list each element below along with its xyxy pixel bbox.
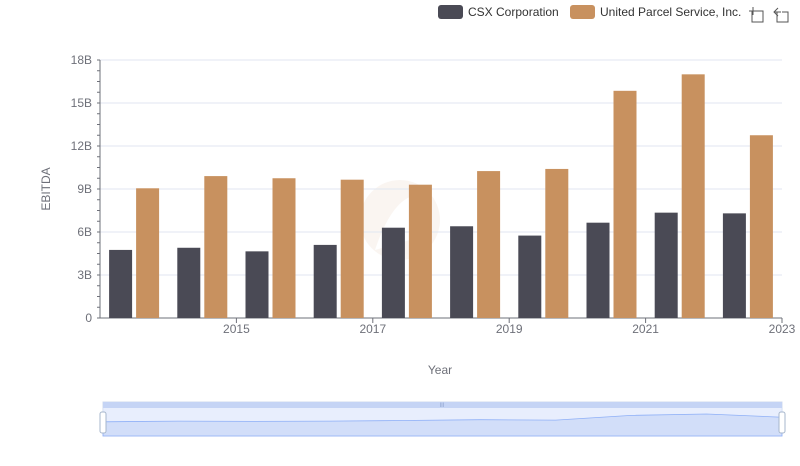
legend-item-csx[interactable]: CSX Corporation <box>438 5 559 19</box>
legend-swatch <box>438 5 463 19</box>
y-axis: 0 3B 6B 9B 12B 15B 18B <box>71 53 101 325</box>
data-zoom-move-handle[interactable] <box>103 402 782 408</box>
bar-csx-2019[interactable] <box>450 226 474 318</box>
bar-ups-2021[interactable] <box>613 90 637 318</box>
bar-csx-2017[interactable] <box>313 244 337 318</box>
legend-swatch <box>570 5 595 19</box>
bar-csx-2014[interactable] <box>109 249 133 318</box>
x-tick-label: 2015 <box>223 322 250 336</box>
legend-item-ups[interactable]: United Parcel Service, Inc. <box>570 5 741 19</box>
x-axis: 2015 2017 2019 2021 2023 <box>100 317 796 336</box>
bar-ups-2023[interactable] <box>749 135 773 318</box>
grid <box>100 59 782 319</box>
svg-text:III: III <box>439 403 444 409</box>
zoom-icon[interactable] <box>748 7 764 23</box>
legend-label: CSX Corporation <box>468 5 559 19</box>
bar-csx-2018[interactable] <box>381 227 405 318</box>
bar-ups-2014[interactable] <box>136 188 160 318</box>
x-tick-label: 2023 <box>769 322 796 336</box>
bar-ups-2019[interactable] <box>477 171 501 318</box>
y-tick-label: 18B <box>71 53 92 67</box>
bar-csx-2016[interactable] <box>245 251 269 318</box>
bar-csx-2021[interactable] <box>586 222 610 318</box>
legend: CSX Corporation United Parcel Service, In… <box>438 5 741 19</box>
bar-ups-2016[interactable] <box>272 178 296 318</box>
restore-icon[interactable] <box>773 7 789 23</box>
legend-label: United Parcel Service, Inc. <box>600 5 741 19</box>
bars <box>109 74 773 318</box>
x-tick-label: 2019 <box>496 322 523 336</box>
y-tick-label: 12B <box>71 139 92 153</box>
y-tick-label: 3B <box>77 268 92 282</box>
bar-ups-2022[interactable] <box>681 74 705 318</box>
y-tick-label: 15B <box>71 96 92 110</box>
y-tick-label: 9B <box>77 182 92 196</box>
bar-csx-2020[interactable] <box>518 235 542 318</box>
y-tick-label: 0 <box>85 311 92 325</box>
data-zoom-slider[interactable]: III <box>99 401 786 437</box>
data-zoom-left-handle[interactable] <box>99 411 107 434</box>
bar-csx-2015[interactable] <box>177 247 201 318</box>
bar-ups-2018[interactable] <box>408 184 432 318</box>
bar-ups-2015[interactable] <box>204 176 228 318</box>
data-zoom-right-handle[interactable] <box>778 411 786 434</box>
bar-csx-2022[interactable] <box>654 212 678 318</box>
bar-ups-2017[interactable] <box>340 179 364 318</box>
bar-csx-2023[interactable] <box>722 213 746 318</box>
x-tick-label: 2021 <box>632 322 659 336</box>
x-tick-label: 2017 <box>359 322 386 336</box>
y-tick-label: 6B <box>77 225 92 239</box>
y-axis-title: EBITDA <box>39 167 53 210</box>
bar-ups-2020[interactable] <box>545 168 569 318</box>
x-axis-title: Year <box>428 363 452 377</box>
